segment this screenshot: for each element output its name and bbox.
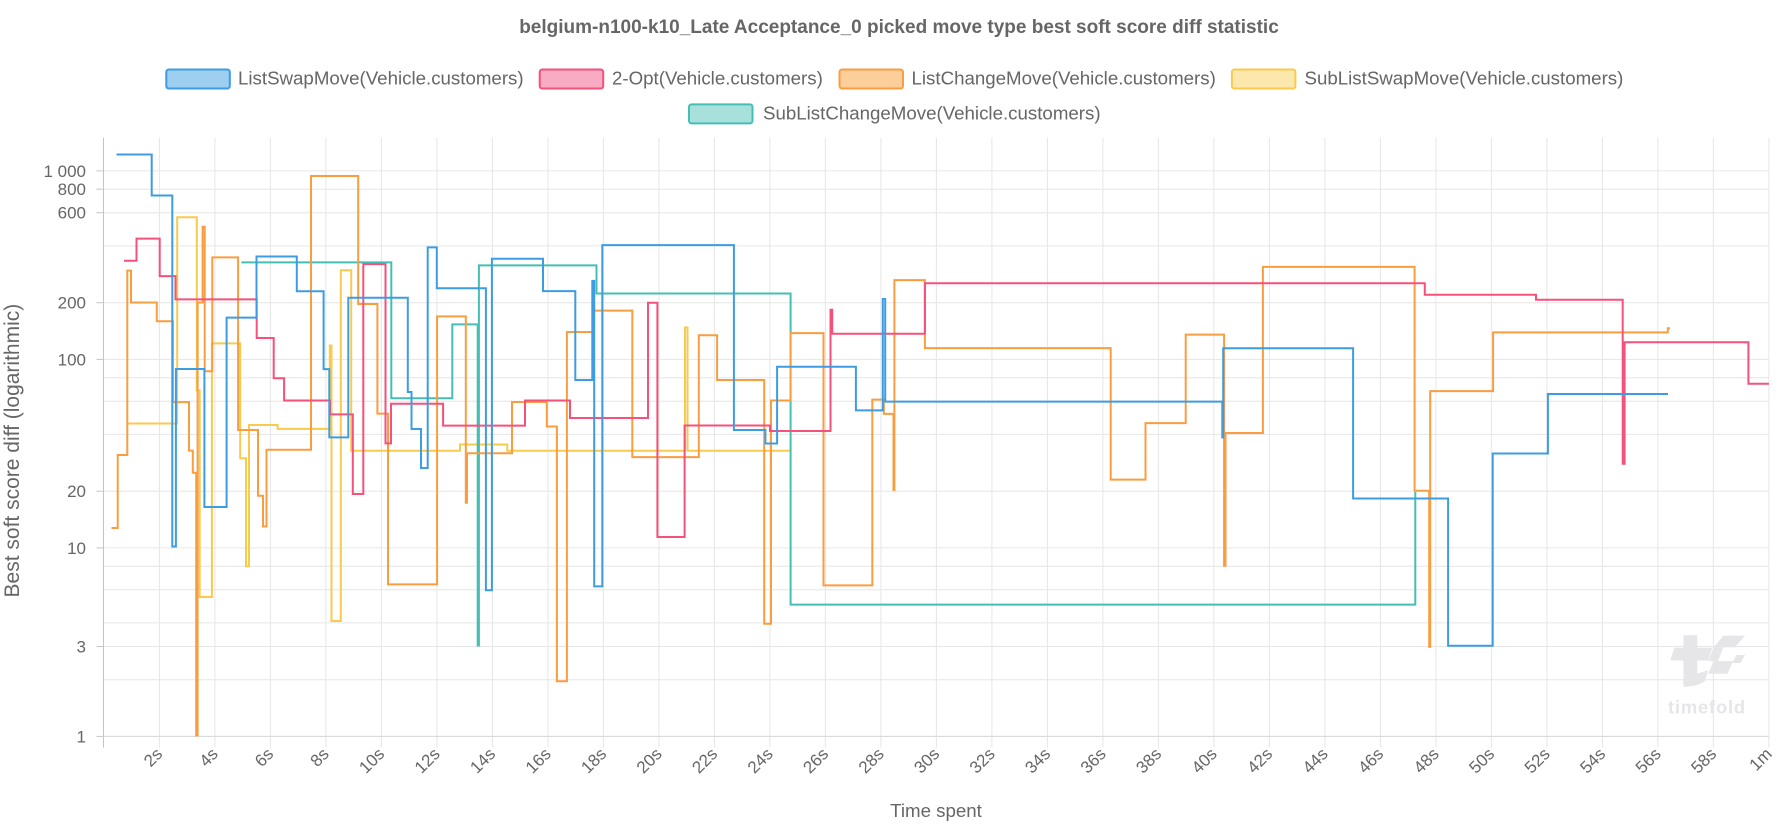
svg-text:10: 10 <box>67 539 86 558</box>
svg-text:Best soft score diff (logarith: Best soft score diff (logarithmic) <box>1 304 24 598</box>
svg-text:100: 100 <box>58 350 86 369</box>
svg-text:1 000: 1 000 <box>43 162 86 181</box>
svg-text:1: 1 <box>77 727 86 746</box>
svg-text:SubListSwapMove(Vehicle.custom: SubListSwapMove(Vehicle.customers) <box>1305 68 1624 89</box>
svg-text:20: 20 <box>67 482 86 501</box>
svg-text:2-Opt(Vehicle.customers): 2-Opt(Vehicle.customers) <box>612 68 823 89</box>
svg-text:ListSwapMove(Vehicle.customers: ListSwapMove(Vehicle.customers) <box>238 68 524 89</box>
svg-text:SubListChangeMove(Vehicle.cust: SubListChangeMove(Vehicle.customers) <box>763 103 1101 124</box>
svg-text:200: 200 <box>58 294 86 313</box>
svg-text:600: 600 <box>58 204 86 223</box>
svg-text:800: 800 <box>58 180 86 199</box>
svg-text:ListChangeMove(Vehicle.custome: ListChangeMove(Vehicle.customers) <box>912 68 1216 89</box>
svg-text:belgium-n100-k10_Late Acceptan: belgium-n100-k10_Late Acceptance_0 picke… <box>519 17 1279 38</box>
svg-text:timefold: timefold <box>1668 697 1746 718</box>
svg-text:3: 3 <box>77 638 86 657</box>
svg-text:Time spent: Time spent <box>890 800 983 821</box>
